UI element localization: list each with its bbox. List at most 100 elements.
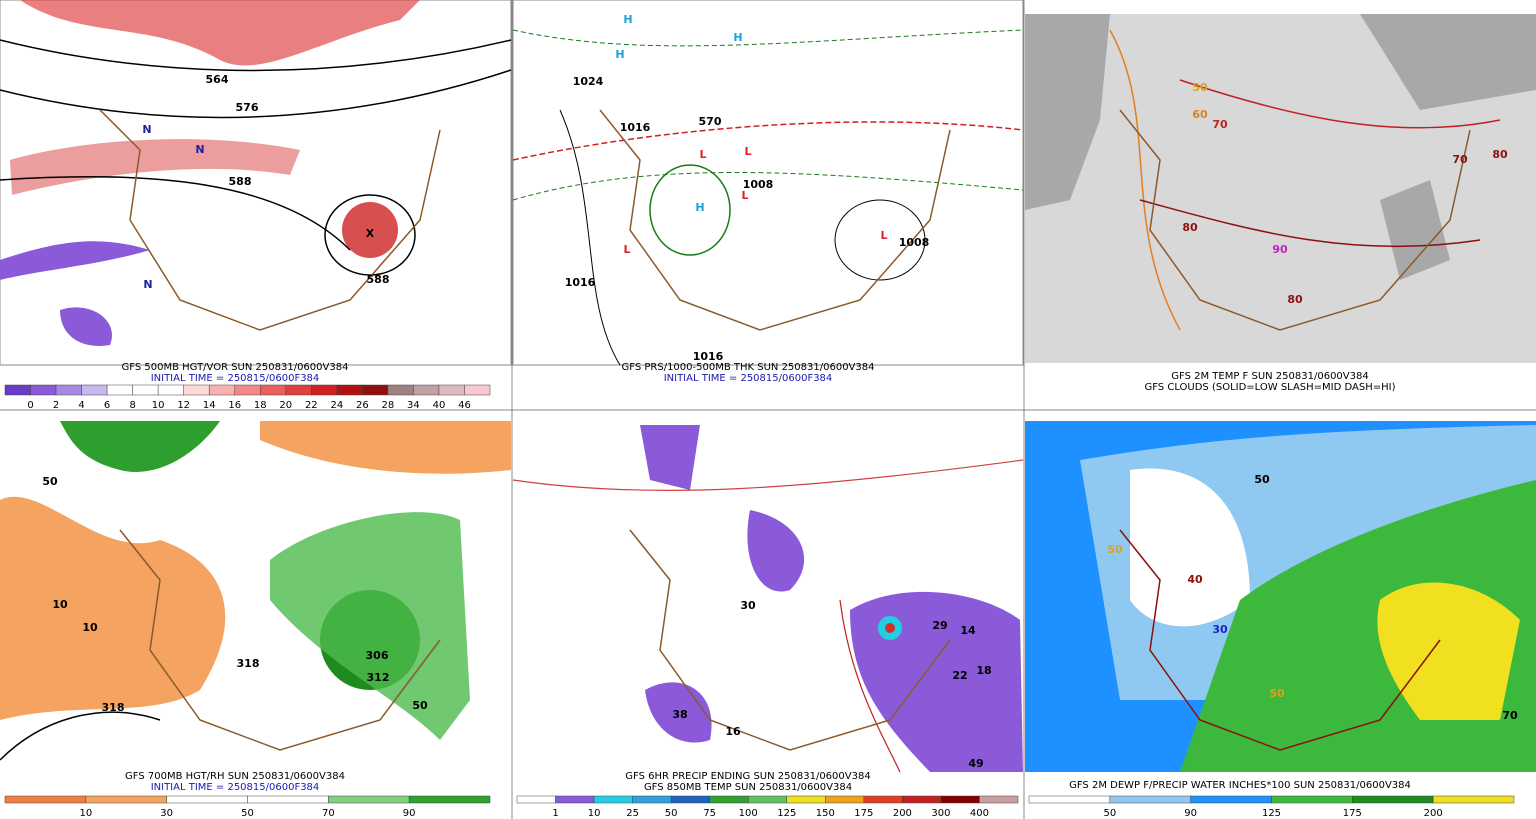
colorbar-label: 40 — [433, 400, 446, 411]
colorbar-swatch — [4, 384, 31, 396]
contour-label: L — [744, 145, 751, 158]
colorbar-label: 12 — [177, 400, 190, 411]
colorbar-swatch — [1190, 795, 1272, 804]
colorbar-swatch — [670, 795, 710, 804]
colorbar-swatch — [328, 795, 410, 804]
colorbar-label: 25 — [626, 808, 639, 819]
contour-label: 50 — [1192, 81, 1208, 94]
colorbar-swatch — [285, 384, 312, 396]
colorbar-label: 0 — [27, 400, 33, 411]
colorbar-swatch — [408, 795, 491, 804]
contour-label: L — [623, 243, 630, 256]
colorbar-label: 175 — [854, 808, 873, 819]
contour-label: 80 — [1182, 221, 1198, 234]
contour-label: 50 — [42, 475, 58, 488]
colorbar-label: 175 — [1343, 808, 1362, 819]
contour-label: 30 — [740, 599, 756, 612]
colorbar-swatch — [747, 795, 788, 804]
contour-label: 80 — [1287, 293, 1303, 306]
contour-label: 570 — [699, 115, 722, 128]
colorbar-swatch — [208, 384, 235, 396]
contour-label: N — [142, 123, 151, 136]
map-caption: INITIAL TIME = 250815/0600F384 — [151, 373, 320, 384]
colorbar-swatch — [183, 384, 210, 396]
contour-label: 90 — [1272, 243, 1288, 256]
contour-label: H — [623, 13, 632, 26]
colorbar-swatch — [4, 795, 87, 804]
colorbar-swatch — [336, 384, 363, 396]
colorbar-swatch — [1432, 795, 1515, 804]
colorbar-swatch — [413, 384, 440, 396]
colorbar-swatch — [1271, 795, 1353, 804]
colorbar-swatch — [825, 795, 865, 804]
colorbar-label: 2 — [53, 400, 59, 411]
contour-label: 70 — [1212, 118, 1228, 131]
colorbar-swatch — [555, 795, 595, 804]
colorbar-label: 10 — [79, 808, 92, 819]
contour-label: 1008 — [899, 236, 930, 249]
map-caption: GFS 2M DEWP F/PRECIP WATER INCHES*100 SU… — [1069, 780, 1411, 791]
colorbar-label: 300 — [931, 808, 950, 819]
contour-label: L — [741, 189, 748, 202]
contour-label: 22 — [952, 669, 967, 682]
map-panel-2 — [512, 0, 1024, 366]
colorbar-label: 10 — [588, 808, 601, 819]
map-panel-5 — [512, 421, 1024, 773]
colorbar-swatch — [260, 384, 287, 396]
contour-label: 588 — [229, 175, 252, 188]
map-caption: GFS PRS/1000-500MB THK SUN 250831/0600V3… — [622, 362, 875, 373]
colorbar-swatch — [157, 384, 184, 396]
contour-label: 60 — [1192, 108, 1208, 121]
colorbar-label: 50 — [1103, 808, 1116, 819]
colorbar-label: 30 — [160, 808, 173, 819]
map-caption: GFS CLOUDS (SOLID=LOW SLASH=MID DASH=HI) — [1144, 382, 1395, 393]
contour-label: 588 — [367, 273, 390, 286]
colorbar-swatch — [632, 795, 672, 804]
colorbar-swatch — [979, 795, 1019, 804]
contour-label: 50 — [1254, 473, 1270, 486]
map-panel-4 — [0, 421, 511, 772]
colorbar-label: 90 — [403, 808, 416, 819]
colorbar-label: 50 — [241, 808, 254, 819]
colorbar-swatch — [311, 384, 338, 396]
colorbar-swatch — [387, 384, 414, 396]
colorbar-swatch — [863, 795, 903, 804]
contour-label: 49 — [968, 757, 983, 770]
contour-label: H — [733, 31, 742, 44]
colorbar-label: 75 — [703, 808, 716, 819]
colorbar-label: 14 — [203, 400, 216, 411]
map-panel-1 — [0, 0, 512, 366]
colorbar-label: 16 — [228, 400, 241, 411]
map-caption: GFS 700MB HGT/RH SUN 250831/0600V384 — [125, 771, 345, 782]
contour-label: 564 — [206, 73, 229, 86]
contour-label: L — [880, 229, 887, 242]
colorbar-label: 22 — [305, 400, 318, 411]
colorbar-label: 125 — [777, 808, 796, 819]
colorbar-swatch — [438, 384, 465, 396]
contour-label: X — [366, 227, 375, 240]
colorbar-label: 400 — [970, 808, 989, 819]
map-caption: INITIAL TIME = 250815/0600F384 — [151, 782, 320, 793]
colorbar-swatch — [166, 795, 248, 804]
contour-label: 50 — [1107, 543, 1123, 556]
colorbar-swatch — [464, 384, 491, 396]
colorbar-label: 26 — [356, 400, 369, 411]
colorbar-swatch — [786, 795, 826, 804]
contour-label: 29 — [932, 619, 947, 632]
contour-label: 312 — [367, 671, 390, 684]
map-panel-3 — [1025, 14, 1536, 363]
contour-label: 10 — [82, 621, 98, 634]
colorbar-label: 100 — [739, 808, 758, 819]
contour-label: H — [615, 48, 624, 61]
colorbar-swatch — [132, 384, 159, 396]
colorbar-label: 28 — [382, 400, 395, 411]
contour-label: 80 — [1492, 148, 1508, 161]
contour-label: 18 — [976, 664, 991, 677]
colorbar-label: 34 — [407, 400, 420, 411]
map-caption: INITIAL TIME = 250815/0600F384 — [664, 373, 833, 384]
colorbar-swatch — [593, 795, 633, 804]
colorbar-label: 8 — [129, 400, 135, 411]
contour-label: 30 — [1212, 623, 1228, 636]
colorbar-label: 90 — [1184, 808, 1197, 819]
colorbar-label: 50 — [665, 808, 678, 819]
